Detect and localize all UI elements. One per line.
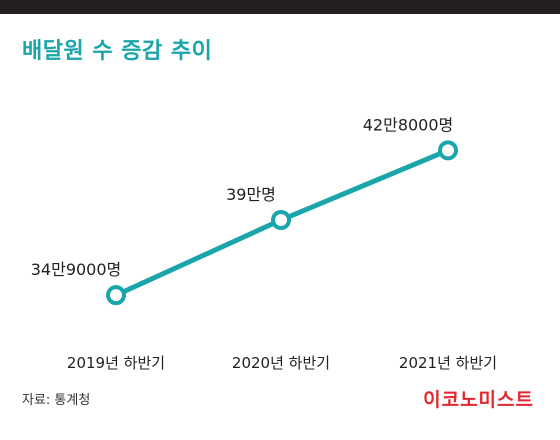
data-point bbox=[438, 140, 458, 161]
publisher-logo: 이코노미스트 bbox=[423, 389, 534, 411]
source-note: 자료: 통계청 bbox=[22, 393, 91, 408]
data-label: 34만9000명 bbox=[31, 260, 122, 279]
x-tick-label: 2019년 하반기 bbox=[67, 354, 165, 372]
data-label: 39만명 bbox=[226, 185, 276, 204]
x-tick-label: 2020년 하반기 bbox=[232, 354, 330, 372]
data-point bbox=[271, 210, 291, 230]
top-bar bbox=[0, 0, 560, 14]
x-tick-label: 2021년 하반기 bbox=[399, 354, 497, 372]
data-label: 42만8000명 bbox=[363, 115, 454, 134]
chart-title: 배달원 수 증감 추이 bbox=[22, 39, 213, 64]
data-point bbox=[106, 285, 126, 306]
